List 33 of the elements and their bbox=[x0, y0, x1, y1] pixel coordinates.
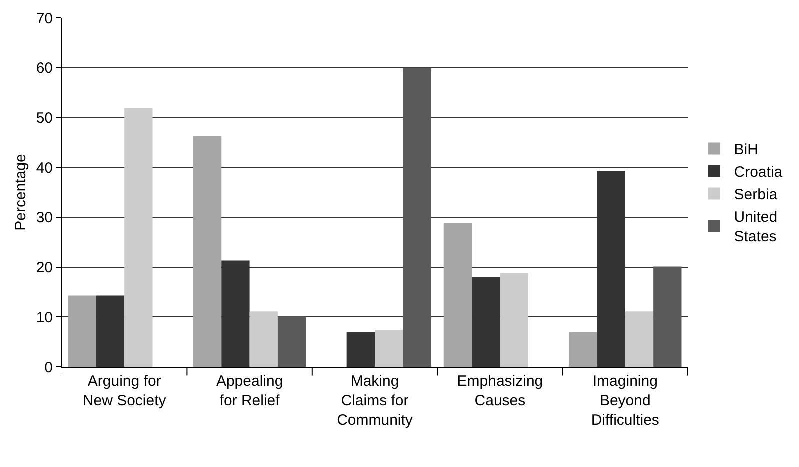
bar bbox=[193, 136, 222, 367]
legend-label: United States bbox=[734, 209, 778, 246]
y-tick-label: 20 bbox=[36, 260, 53, 277]
legend-label: BiH bbox=[734, 142, 758, 159]
x-tick-label: Imagining Beyond Difficulties bbox=[591, 373, 660, 429]
y-axis-title: Percentage bbox=[12, 154, 30, 231]
legend-label: Croatia bbox=[734, 164, 784, 182]
bar bbox=[68, 296, 96, 367]
bar bbox=[375, 330, 404, 367]
y-tick-label: 40 bbox=[36, 160, 53, 177]
bar bbox=[569, 332, 598, 367]
y-tick-label: 10 bbox=[36, 309, 53, 326]
y-tick-label: 60 bbox=[36, 60, 53, 78]
x-tick-label: Making Claims for Community bbox=[337, 373, 414, 429]
y-tick-label: 70 bbox=[36, 10, 53, 28]
bar bbox=[625, 312, 654, 367]
y-tick-label: 30 bbox=[36, 210, 53, 227]
bar bbox=[444, 223, 472, 367]
x-tick-label: Emphasizing Causes bbox=[457, 373, 544, 410]
bar bbox=[96, 296, 125, 367]
bar bbox=[346, 332, 375, 367]
bar bbox=[403, 68, 432, 367]
bar bbox=[500, 273, 528, 367]
bar bbox=[250, 312, 278, 367]
legend-label: Serbia bbox=[734, 186, 778, 204]
bar bbox=[654, 266, 682, 367]
y-tick-label: 50 bbox=[36, 110, 53, 127]
bar bbox=[278, 316, 306, 367]
x-tick-label: Appealing for Relief bbox=[216, 373, 284, 410]
y-tick-label: 0 bbox=[44, 359, 53, 376]
bar bbox=[124, 108, 153, 367]
bar bbox=[472, 277, 500, 367]
x-tick-label: Arguing for New Society bbox=[82, 373, 167, 410]
